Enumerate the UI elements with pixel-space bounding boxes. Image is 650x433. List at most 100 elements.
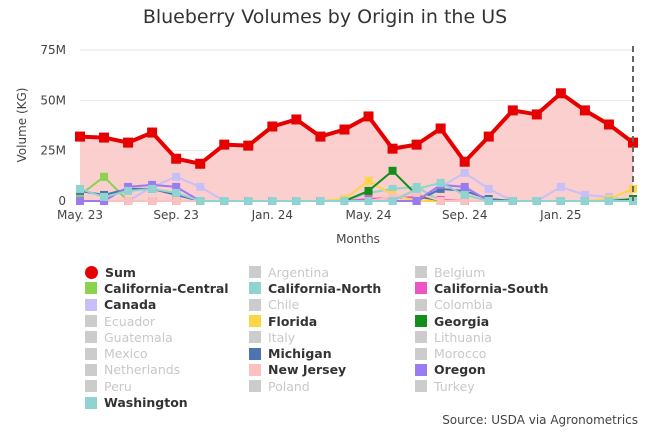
sum-point — [339, 124, 350, 135]
data-point — [484, 184, 493, 193]
legend-item-california-central[interactable]: California-Central — [85, 280, 249, 296]
legend-label: Ecuador — [104, 313, 156, 329]
legend-item-mexico[interactable]: Mexico — [85, 345, 249, 361]
data-point — [556, 182, 565, 191]
legend-item-turkey[interactable]: Turkey — [415, 378, 585, 394]
x-tick-label: Sep. 24 — [442, 208, 488, 222]
data-point — [196, 182, 205, 191]
legend-label: Colombia — [434, 297, 493, 313]
data-point — [172, 182, 181, 191]
legend-marker — [85, 363, 97, 376]
x-tick-label: May. 23 — [57, 208, 103, 222]
legend-label: Turkey — [434, 378, 475, 394]
data-point — [460, 182, 469, 191]
sum-point — [579, 105, 590, 116]
legend-item-argentina[interactable]: Argentina — [249, 264, 415, 280]
legend-label: Sum — [105, 264, 136, 280]
legend-label: Italy — [268, 329, 296, 345]
legend-marker — [249, 331, 261, 344]
data-point — [268, 197, 277, 205]
data-point — [220, 197, 229, 205]
y-tick-label: 0 — [58, 194, 66, 208]
legend-label: Guatemala — [104, 329, 173, 345]
legend-item-netherlands[interactable]: Netherlands — [85, 362, 249, 378]
data-point — [100, 192, 109, 201]
data-point — [316, 197, 325, 205]
legend-marker — [415, 266, 427, 279]
data-point — [148, 180, 157, 189]
sum-point — [267, 121, 278, 132]
legend-label: California-North — [268, 280, 382, 296]
data-point — [580, 190, 589, 199]
data-point — [460, 190, 469, 199]
legend-item-california-south[interactable]: California-South — [415, 280, 585, 296]
sum-point — [387, 143, 398, 154]
legend-item-new-jersey[interactable]: New Jersey — [249, 362, 415, 378]
sum-point — [363, 111, 374, 122]
x-tick-label: Jan. 24 — [251, 208, 293, 222]
legend-marker — [415, 380, 427, 393]
data-point — [100, 197, 109, 205]
data-point — [148, 184, 157, 193]
x-tick-label: Jan. 25 — [539, 208, 581, 222]
legend-label: Morocco — [434, 346, 487, 362]
chart-plot: 0 25M 50M 75M May. 23 Sep. 23 Jan. 24 May. 24 S… — [15, 43, 638, 246]
legend-item-peru[interactable]: Peru — [85, 378, 249, 394]
legend-marker — [415, 298, 427, 311]
legend-item-ecuador[interactable]: Ecuador — [85, 313, 249, 329]
legend-item-lithuania[interactable]: Lithuania — [415, 329, 585, 345]
data-point — [412, 197, 421, 205]
data-point — [604, 197, 613, 205]
legend-item-georgia[interactable]: Georgia — [415, 313, 585, 329]
data-point — [508, 197, 517, 205]
x-axis-title: Months — [336, 232, 380, 246]
sum-point — [628, 137, 638, 148]
legend-item-belgium[interactable]: Belgium — [415, 264, 585, 280]
sum-point — [171, 153, 182, 164]
data-point — [412, 188, 421, 197]
legend-item-canada[interactable]: Canada — [85, 297, 249, 313]
sum-point — [507, 105, 518, 116]
legend-item-italy[interactable]: Italy — [249, 329, 415, 345]
legend-label: Georgia — [434, 313, 490, 329]
legend-item-california-north[interactable]: California-North — [249, 280, 415, 296]
legend-marker — [85, 265, 98, 279]
legend-marker — [85, 331, 97, 344]
legend-item-oregon[interactable]: Oregon — [415, 362, 585, 378]
legend-item-morocco[interactable]: Morocco — [415, 345, 585, 361]
legend-marker — [85, 282, 97, 295]
data-point — [148, 197, 157, 205]
legend-item-florida[interactable]: Florida — [249, 313, 415, 329]
data-point — [436, 197, 445, 205]
legend-label: Netherlands — [104, 362, 181, 378]
data-point — [124, 186, 133, 195]
legend-item-chile[interactable]: Chile — [249, 297, 415, 313]
data-point — [556, 197, 565, 205]
sum-point — [291, 114, 302, 125]
legend-item-michigan[interactable]: Michigan — [249, 345, 415, 361]
legend-label: Oregon — [434, 362, 486, 378]
data-point — [172, 197, 181, 205]
legend-item-colombia[interactable]: Colombia — [415, 297, 585, 313]
sum-point — [195, 158, 206, 169]
data-point — [460, 197, 469, 205]
sum-point — [243, 140, 254, 151]
legend-marker — [249, 282, 261, 295]
sum-point — [147, 127, 158, 138]
legend-marker — [249, 298, 261, 311]
legend-label: Florida — [268, 313, 318, 329]
legend-marker — [249, 347, 261, 360]
legend-marker — [415, 363, 427, 376]
legend-label: Michigan — [268, 346, 332, 362]
data-point — [196, 197, 205, 205]
legend-item-sum[interactable]: Sum — [85, 264, 249, 280]
legend-item-poland[interactable]: Poland — [249, 378, 415, 394]
legend-item-washington[interactable]: Washington — [85, 394, 249, 410]
y-tick-labels: 0 25M 50M 75M — [40, 43, 66, 208]
sum-point — [315, 131, 326, 142]
y-tick-label: 75M — [40, 43, 66, 57]
y-axis-title: Volume (KG) — [15, 88, 29, 163]
chart-title: Blueberry Volumes by Origin in the US — [142, 6, 508, 28]
data-point — [76, 190, 84, 199]
legend-item-guatemala[interactable]: Guatemala — [85, 329, 249, 345]
